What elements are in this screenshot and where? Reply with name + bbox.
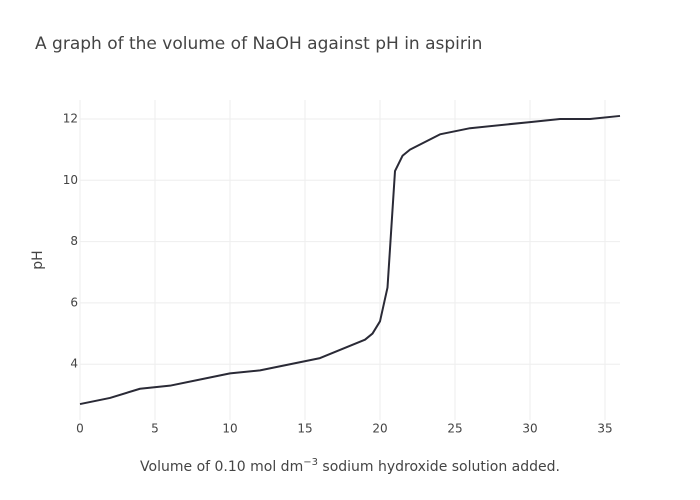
y-tick-label: 12 [63, 112, 78, 126]
y-tick-label: 8 [70, 234, 78, 248]
x-tick-label: 0 [76, 422, 84, 436]
y-tick-label: 4 [70, 357, 78, 371]
x-tick-label: 5 [151, 422, 159, 436]
x-axis-title: Volume of 0.10 mol dm−3 sodium hydroxide… [140, 457, 560, 475]
y-tick-label: 6 [70, 295, 78, 309]
data-line [79, 114, 621, 406]
chart-title: A graph of the volume of NaOH against pH… [35, 34, 482, 54]
x-tick-label: 20 [372, 422, 387, 436]
y-axis-title: pH [30, 250, 46, 269]
x-tick-label: 25 [447, 422, 462, 436]
x-axis-title-sup: −3 [303, 457, 318, 468]
y-tick-label: 10 [63, 173, 78, 187]
x-tick-label: 35 [597, 422, 612, 436]
x-axis-title-part: Volume of 0.10 mol dm [140, 459, 303, 475]
x-tick-label: 10 [222, 422, 237, 436]
x-tick-label: 15 [297, 422, 312, 436]
x-axis-title-part: sodium hydroxide solution added. [318, 459, 560, 475]
x-tick-label: 30 [522, 422, 537, 436]
